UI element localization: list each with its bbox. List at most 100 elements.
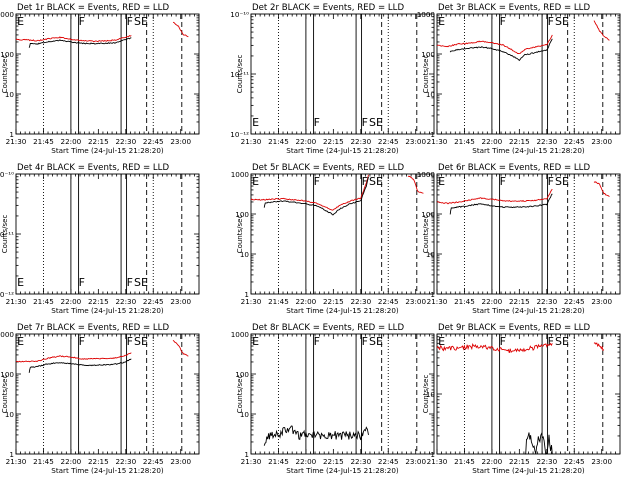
marker-label-e: E	[17, 335, 24, 348]
marker-label-f: F	[127, 335, 133, 348]
y-tick-label: 1	[244, 450, 249, 459]
series-tail-red	[407, 175, 424, 194]
marker-label-se: SE	[555, 175, 569, 188]
marker-label-se: SE	[555, 15, 569, 28]
panel-title: Det 8r BLACK = Events, RED = LLD	[252, 323, 404, 333]
x-tick-label: 22:30	[115, 137, 136, 146]
y-tick-label: 1	[9, 450, 14, 459]
y-tick-label: 10	[5, 90, 15, 99]
x-tick-label: 22:30	[350, 457, 371, 466]
series-line-red	[15, 35, 132, 43]
marker-label-f: F	[314, 175, 320, 188]
x-tick-label: 22:45	[564, 457, 585, 466]
marker-label-f: F	[79, 335, 85, 348]
y-tick-label: 100	[235, 370, 249, 379]
y-axis-label: Counts/sec	[1, 55, 9, 94]
y-tick-label: 100	[0, 370, 14, 379]
y-tick-label: 1	[430, 290, 435, 299]
x-tick-label: 22:45	[143, 457, 164, 466]
detector-panel-3: Det 3r BLACK = Events, RED = LLD Counts/s…	[417, 3, 621, 155]
y-tick-label: 10⁻¹²	[230, 130, 249, 139]
marker-label-f: F	[548, 335, 554, 348]
x-tick-label: 22:30	[536, 457, 557, 466]
marker-label-f: F	[362, 335, 368, 348]
x-tick-label: 21:30	[6, 297, 27, 306]
x-axis-label: Start Time (24-Jul-15 21:28:20)	[51, 146, 164, 155]
marker-label-f: F	[548, 175, 554, 188]
x-tick-label: 23:00	[170, 457, 191, 466]
x-tick-label: 21:30	[241, 457, 262, 466]
marker-label-se: SE	[369, 175, 383, 188]
panel-title: Det 5r BLACK = Events, RED = LLD	[252, 163, 404, 173]
detector-panel-1: Det 1r BLACK = Events, RED = LLD Counts/s…	[0, 3, 200, 155]
x-tick-label: 22:30	[350, 297, 371, 306]
marker-label-se: SE	[555, 335, 569, 348]
x-tick-label: 23:00	[405, 457, 426, 466]
series-line-red	[436, 188, 553, 205]
marker-label-f: F	[500, 15, 506, 28]
x-tick-label: 23:00	[591, 457, 612, 466]
x-tick-label: 21:30	[6, 457, 27, 466]
marker-label-f: F	[362, 175, 368, 188]
marker-label-e: E	[438, 175, 445, 188]
x-tick-label: 22:30	[115, 457, 136, 466]
x-axis-label: Start Time (24-Jul-15 21:28:20)	[286, 466, 399, 475]
x-tick-label: 22:00	[296, 137, 317, 146]
panel-title: Det 9r BLACK = Events, RED = LLD	[438, 323, 590, 333]
detector-panel-4: Det 4r BLACK = Events, RED = LLD Counts/s…	[0, 163, 200, 315]
marker-label-f: F	[362, 116, 368, 129]
x-tick-label: 22:45	[564, 297, 585, 306]
series-line-red	[15, 352, 132, 363]
series-tail-red	[172, 21, 189, 38]
y-tick-label: 10	[240, 410, 250, 419]
x-tick-label: 21:45	[268, 457, 289, 466]
marker-label-f: F	[500, 335, 506, 348]
y-axis-label: Counts/sec	[422, 215, 430, 254]
marker-label-se: SE	[369, 335, 383, 348]
x-tick-label: 22:15	[509, 297, 530, 306]
y-tick-label: 10	[5, 410, 15, 419]
series-line-black	[28, 37, 132, 48]
y-tick-label: 10⁻¹¹	[0, 230, 14, 239]
y-tick-label: 1000	[0, 10, 14, 19]
x-axis-label: Start Time (24-Jul-15 21:28:20)	[286, 306, 399, 315]
x-tick-label: 22:45	[378, 297, 399, 306]
y-tick-label: 100	[235, 210, 249, 219]
detector-panel-6: Det 6r BLACK = Events, RED = LLD Counts/s…	[417, 163, 621, 315]
x-tick-label: 21:45	[33, 457, 54, 466]
y-tick-label: 100	[0, 50, 14, 59]
marker-label-f: F	[127, 276, 133, 289]
marker-label-f: F	[548, 15, 554, 28]
detector-panel-7: Det 7r BLACK = Events, RED = LLD Counts/s…	[0, 323, 200, 475]
marker-label-e: E	[438, 335, 445, 348]
y-tick-label: 100	[421, 50, 435, 59]
y-axis-label: Counts/sec	[1, 215, 9, 254]
x-tick-label: 22:00	[482, 137, 503, 146]
panel-title: Det 7r BLACK = Events, RED = LLD	[17, 323, 169, 333]
x-tick-label: 22:00	[61, 457, 82, 466]
panel-title: Det 2r BLACK = Events, RED = LLD	[252, 3, 404, 13]
x-tick-label: 22:45	[378, 137, 399, 146]
marker-label-f: F	[314, 335, 320, 348]
marker-label-se: SE	[134, 276, 148, 289]
x-tick-label: 23:00	[405, 297, 426, 306]
marker-label-f: F	[500, 175, 506, 188]
x-tick-label: 22:45	[564, 137, 585, 146]
x-axis-label: Start Time (24-Jul-15 21:28:20)	[472, 306, 585, 315]
marker-label-f: F	[79, 15, 85, 28]
x-axis-label: Start Time (24-Jul-15 21:28:20)	[286, 146, 399, 155]
y-tick-label: 10	[426, 390, 436, 399]
y-axis-label: Counts/sec	[422, 55, 430, 94]
detector-panel-2: Det 2r BLACK = Events, RED = LLD Counts/s…	[230, 3, 435, 155]
x-tick-label: 22:15	[323, 137, 344, 146]
marker-label-e: E	[438, 15, 445, 28]
y-tick-label: 1	[244, 290, 249, 299]
marker-label-e: E	[252, 175, 259, 188]
x-tick-label: 22:15	[323, 297, 344, 306]
x-tick-label: 22:00	[61, 297, 82, 306]
marker-label-f: F	[314, 116, 320, 129]
y-tick-label: 1000	[417, 170, 436, 179]
x-axis-label: Start Time (24-Jul-15 21:28:20)	[51, 306, 164, 315]
series-line-red	[436, 34, 553, 55]
